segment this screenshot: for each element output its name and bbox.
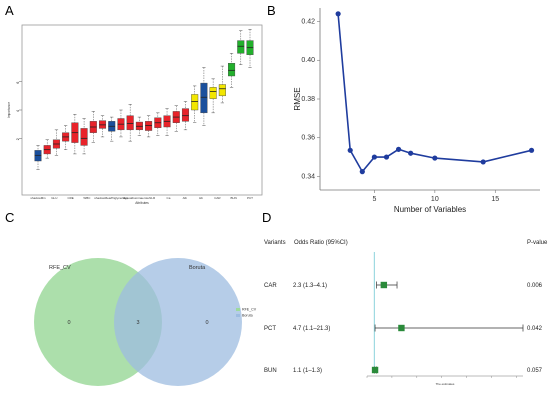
x-tick-label: Ca xyxy=(167,196,171,200)
rmse-data-point xyxy=(383,154,390,160)
forest-row-ci-text: 4.7 (1.1–21.3) xyxy=(293,326,330,332)
forest-point-estimate xyxy=(398,324,405,332)
x-tick-label: 10 xyxy=(431,196,439,203)
x-tick-label: PCT xyxy=(247,196,253,200)
box-shadow xyxy=(200,82,208,114)
forest-x-axis-label: The estimates xyxy=(436,382,455,386)
legend-entry: RFE_CV xyxy=(242,308,257,312)
x-tick-label: CAR xyxy=(214,196,221,200)
x-tick-label: WBC xyxy=(83,196,91,200)
rmse-data-point xyxy=(480,159,486,165)
forest-row-p-value: 0.006 xyxy=(527,283,543,289)
venn-set-label: RFE_CV xyxy=(49,265,71,271)
venn-set-boruta xyxy=(114,258,242,386)
panel-letter-b: B xyxy=(267,3,276,18)
x-tick-label: CRE xyxy=(67,196,73,200)
forest-point-estimate xyxy=(371,366,379,374)
forest-row-ci-text: 2.3 (1.3–4.1) xyxy=(293,283,327,289)
venn-count-rfe-cv-only: 0 xyxy=(67,320,70,326)
panel-b-rmse-line-chart: 0.34 0.36 0.38 0.40 0.42 5 10 15 Number of Varia… xyxy=(293,8,540,214)
forest-row-variant: CAR xyxy=(264,283,277,289)
x-tick-label: Alb xyxy=(183,196,188,200)
box-rejected xyxy=(181,108,189,122)
x-tick-label: 15 xyxy=(491,196,499,203)
y-tick-label: 0.36 xyxy=(301,135,315,142)
panel-letter-c: C xyxy=(5,210,14,225)
rmse-data-point xyxy=(359,169,365,175)
y-tick-label: 0.40 xyxy=(301,57,315,64)
rmse-data-point xyxy=(408,150,414,156)
venn-set-label: Boruta xyxy=(189,265,206,271)
x-tick-label: Triglycerides xyxy=(111,196,128,200)
forest-header-odds-ratio: Odds Ratio (95%CI) xyxy=(294,240,348,246)
forest-row-ci-text: 1.1 (1–1.3) xyxy=(293,368,322,374)
panel-d-forest-plot: Variants Odds Ratio (95%CI) P-value CAR 2.3 … xyxy=(264,240,548,386)
x-tick-label: BUN xyxy=(231,196,237,200)
box-confirmed xyxy=(237,40,245,54)
y-tick-label: 4 xyxy=(16,110,20,112)
x-tick-label: GLU xyxy=(51,196,57,200)
plot-frame xyxy=(21,24,263,196)
box-tentative xyxy=(218,84,226,97)
box-tentative xyxy=(209,87,217,99)
x-tick-label: shadowMin xyxy=(30,196,46,200)
forest-point-estimate xyxy=(380,281,388,289)
box-rejected xyxy=(126,115,134,131)
x-axis-label: Attributes xyxy=(135,201,149,205)
panel-a-boruta-boxplot: 2 4 6 shadowMin GLU CRE WBC shadowMeanTriglycer… xyxy=(7,24,263,205)
legend-swatch xyxy=(236,314,240,317)
panel-letter-a: A xyxy=(5,3,14,18)
panel-c-venn-diagram: RFE_CV Boruta 0 3 0 RFE_CV Boruta xyxy=(34,258,257,386)
x-tick-label: Hypoalbuminaemia xyxy=(123,196,149,200)
legend-entry: Boruta xyxy=(242,314,253,318)
venn-count-intersection: 3 xyxy=(136,320,139,326)
y-tick-label: 2 xyxy=(16,138,20,140)
forest-row-variant: BUN xyxy=(264,368,277,374)
rmse-data-point xyxy=(335,11,341,17)
box-tentative xyxy=(191,94,199,111)
x-tick-label: shadowMean xyxy=(94,196,112,200)
x-tick-label: 5 xyxy=(372,196,376,203)
rmse-data-point xyxy=(371,154,377,160)
x-tick-label: Hb xyxy=(199,196,203,200)
y-tick-label: 0.38 xyxy=(301,96,315,103)
x-tick-label: NLR xyxy=(149,196,156,200)
rmse-data-point xyxy=(347,147,353,153)
y-axis-label: Importance xyxy=(7,102,11,118)
forest-row-p-value: 0.042 xyxy=(527,326,543,332)
forest-header-variants: Variants xyxy=(264,240,286,246)
box-confirmed xyxy=(228,63,236,77)
y-tick-label: 0.34 xyxy=(301,173,315,180)
y-tick-label: 0.42 xyxy=(301,18,315,25)
legend-swatch xyxy=(236,308,240,311)
venn-count-boruta-only: 0 xyxy=(205,320,208,326)
box-rejected xyxy=(80,128,88,146)
y-axis-label: RMSE xyxy=(293,87,302,110)
panel-letter-d: D xyxy=(262,210,271,225)
forest-header-p-value: P-value xyxy=(527,240,548,246)
rmse-data-point xyxy=(528,147,535,153)
forest-row-variant: PCT xyxy=(264,326,276,332)
x-axis-label: Number of Variables xyxy=(394,205,466,214)
y-tick-label: 6 xyxy=(16,82,20,84)
rmse-data-point xyxy=(395,146,402,152)
forest-row-p-value: 0.057 xyxy=(527,368,543,374)
rmse-series-line xyxy=(337,13,532,173)
rmse-data-point xyxy=(432,155,438,161)
